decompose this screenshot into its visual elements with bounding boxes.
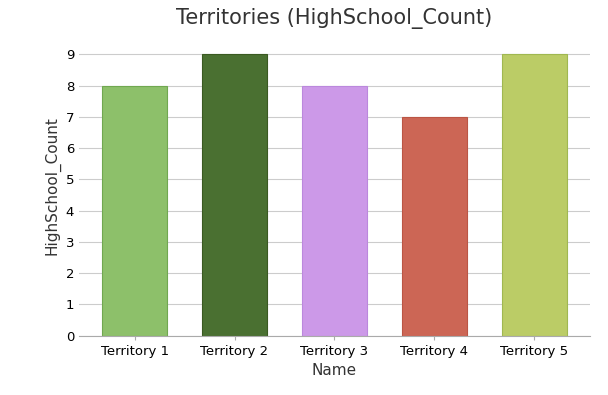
Bar <box>402 117 467 336</box>
Bar <box>302 86 367 336</box>
Bar <box>102 86 167 336</box>
X-axis label: Name: Name <box>312 363 357 378</box>
Title: Territories (HighSchool_Count): Territories (HighSchool_Count) <box>176 8 492 30</box>
Y-axis label: HighSchool_Count: HighSchool_Count <box>44 116 60 255</box>
Bar <box>502 54 567 336</box>
Bar <box>202 54 267 336</box>
